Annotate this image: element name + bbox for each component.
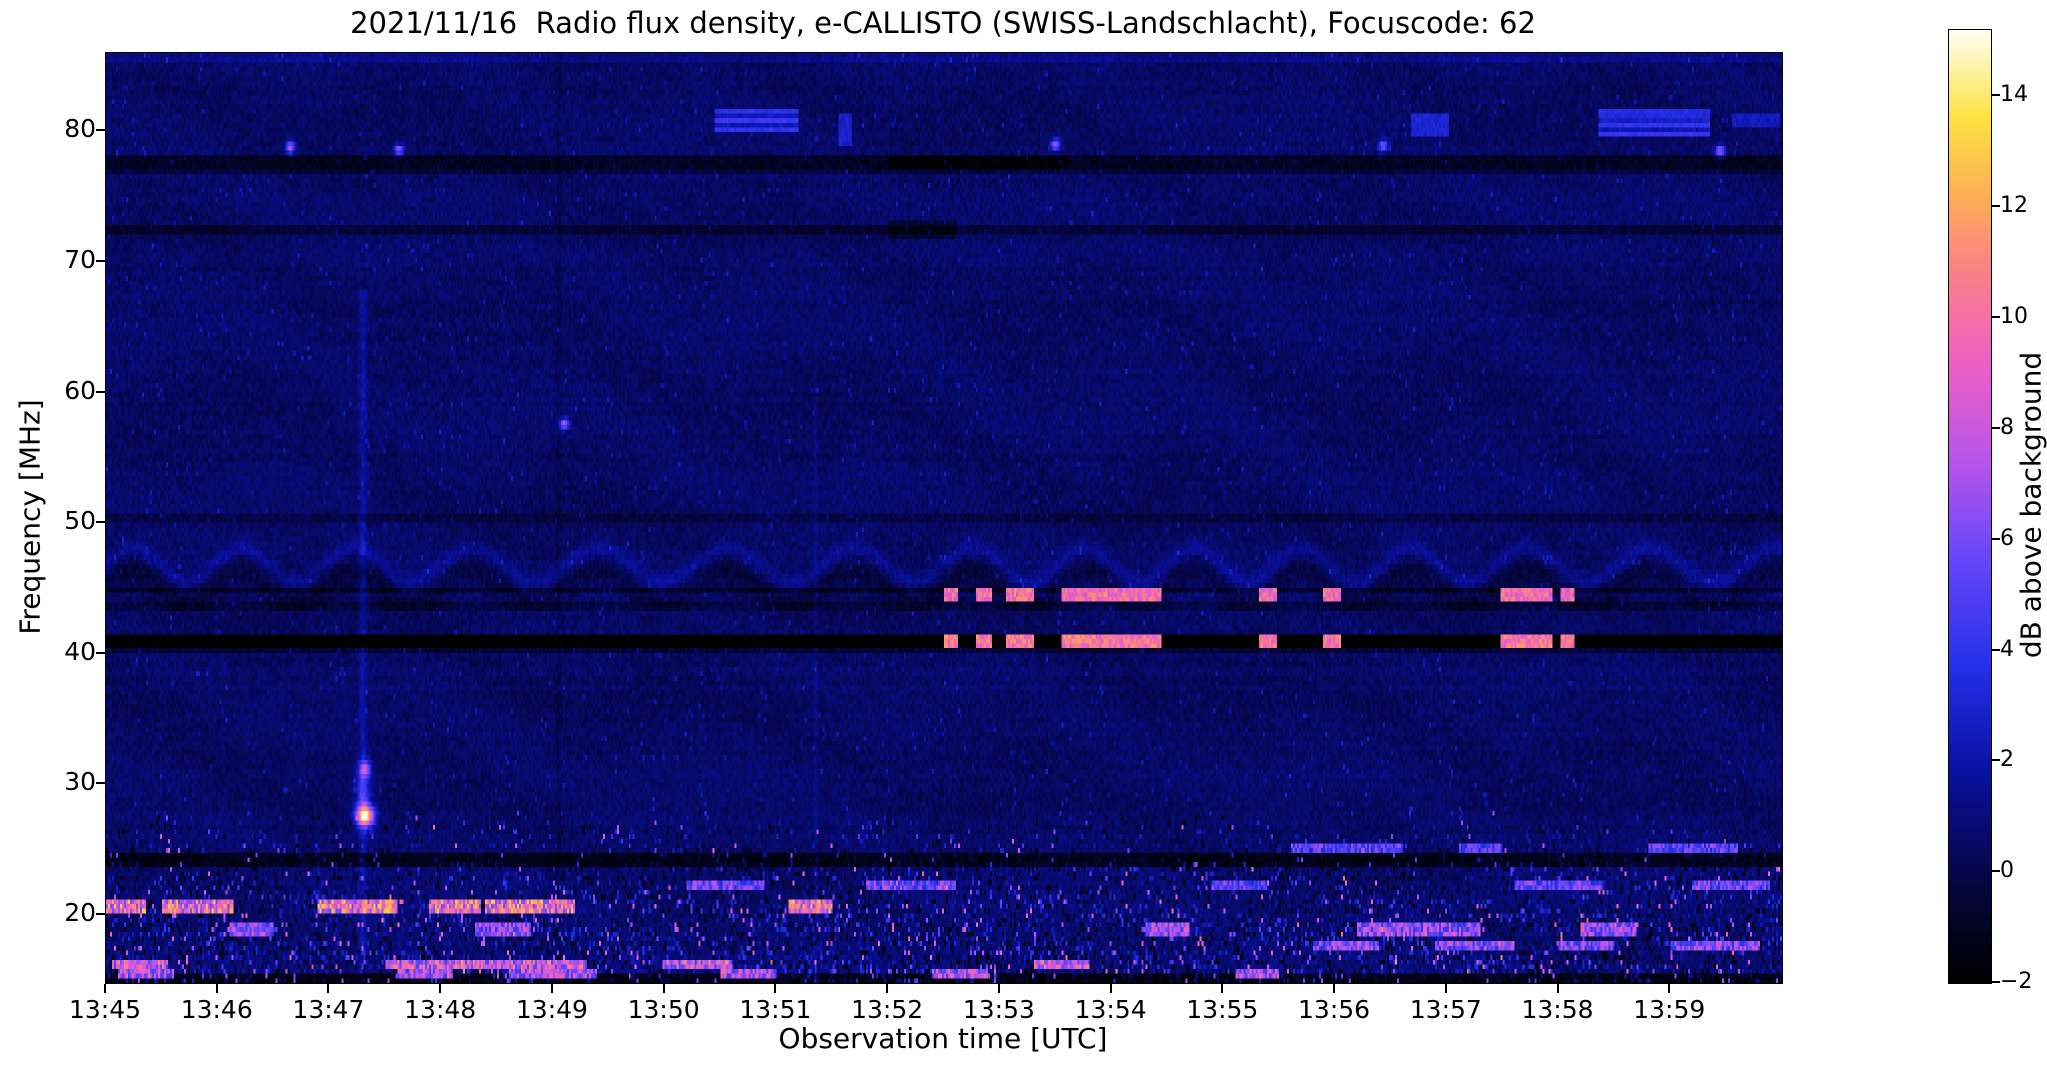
colorbar-tick-mark: [1992, 870, 2000, 873]
y-tick-label: 60: [64, 375, 96, 405]
x-tick-label: 13:48: [404, 995, 477, 1024]
colorbar-tick-label: −2: [2000, 969, 2033, 994]
colorbar-tick-mark: [1992, 205, 2000, 208]
y-tick-mark: [96, 259, 105, 262]
x-tick-mark: [439, 984, 442, 993]
x-tick-label: 13:45: [68, 995, 142, 1024]
x-tick-label: 13:55: [1186, 995, 1259, 1024]
y-tick-label: 40: [64, 636, 96, 666]
y-tick-mark: [96, 129, 105, 132]
colorbar-tick-mark: [1992, 759, 2000, 762]
spectrogram-canvas: [106, 53, 1782, 983]
x-tick-mark: [1333, 984, 1336, 993]
colorbar-tick-label: 0: [2000, 858, 2014, 884]
colorbar-tick-mark: [1992, 94, 2000, 97]
x-tick-label: 13:58: [1521, 995, 1594, 1024]
x-tick-label: 13:47: [292, 995, 365, 1024]
colorbar-tick-mark: [1992, 426, 2000, 429]
x-tick-label: 13:59: [1633, 995, 1706, 1024]
x-tick-mark: [997, 984, 1000, 993]
colorbar-tick-label: 2: [2000, 747, 2014, 773]
y-tick-mark: [96, 782, 105, 785]
x-tick-mark: [327, 984, 330, 993]
y-tick-mark: [96, 390, 105, 393]
colorbar-tick-label: 10: [2000, 304, 2028, 330]
colorbar-tick-mark: [1992, 316, 2000, 319]
x-tick-label: 13:54: [1074, 995, 1147, 1024]
x-tick-mark: [886, 984, 889, 993]
x-tick-mark: [1109, 984, 1112, 993]
x-tick-mark: [774, 984, 777, 993]
plot-title: 2021/11/16 Radio flux density, e-CALLIST…: [350, 6, 1536, 40]
colorbar-tick-label: 12: [2000, 193, 2028, 219]
x-tick-label: 13:56: [1298, 995, 1371, 1024]
x-tick-mark: [1556, 984, 1559, 993]
plot-area: [105, 52, 1783, 984]
colorbar-tick-label: 4: [2000, 636, 2014, 662]
colorbar-canvas: [1949, 30, 1991, 983]
x-tick-label: 13:53: [962, 995, 1035, 1024]
colorbar: [1948, 29, 1992, 984]
y-tick-label: 50: [64, 506, 96, 536]
y-tick-mark: [96, 913, 105, 916]
y-tick-mark: [96, 651, 105, 654]
x-tick-mark: [1444, 984, 1447, 993]
y-tick-mark: [96, 521, 105, 524]
x-tick-label: 13:51: [739, 995, 812, 1024]
colorbar-label: dB above background: [2014, 351, 2047, 659]
y-tick-label: 70: [64, 244, 96, 274]
x-tick-label: 13:57: [1409, 995, 1482, 1024]
colorbar-tick-mark: [1992, 648, 2000, 651]
x-tick-mark: [550, 984, 553, 993]
x-tick-mark: [662, 984, 665, 993]
colorbar-tick-label: 14: [2000, 82, 2028, 108]
colorbar-tick-mark: [1992, 537, 2000, 540]
x-tick-label: 13:52: [851, 995, 924, 1024]
x-tick-mark: [104, 984, 106, 993]
x-tick-mark: [215, 984, 218, 993]
y-tick-label: 30: [64, 767, 96, 797]
y-tick-label: 20: [64, 898, 96, 928]
x-tick-mark: [1221, 984, 1224, 993]
x-tick-label: 13:49: [515, 995, 588, 1024]
x-tick-mark: [1668, 984, 1671, 993]
colorbar-tick-label: 6: [2000, 525, 2014, 551]
colorbar-tick-label: 8: [2000, 414, 2014, 440]
x-tick-label: 13:50: [627, 995, 700, 1024]
y-tick-label: 80: [64, 114, 96, 144]
colorbar-tick-mark: [1992, 981, 2000, 983]
x-tick-label: 13:46: [180, 995, 253, 1024]
x-axis-label: Observation time [UTC]: [778, 1022, 1108, 1055]
